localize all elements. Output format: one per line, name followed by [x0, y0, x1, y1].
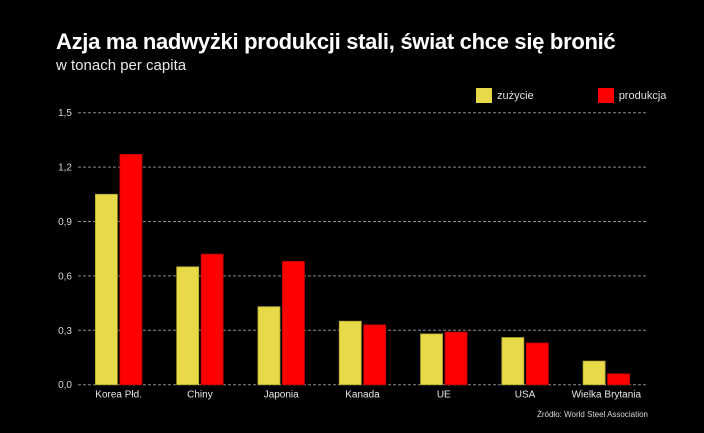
x-tick-label: UE: [437, 390, 451, 401]
y-axis-ticks: 0,0 0,3 0,6 0,9 1,2 1,5: [58, 108, 72, 391]
legend: zużycie produkcja: [476, 88, 682, 103]
legend-swatch-zuzycie: [476, 88, 492, 103]
y-tick-label: 0,6: [58, 271, 72, 282]
y-tick-label: 0,9: [58, 217, 72, 228]
y-tick-label: 0,3: [58, 326, 72, 337]
chart-subtitle: w tonach per capita: [56, 57, 187, 74]
bar-zuzycie: [338, 320, 362, 386]
bars: [94, 154, 631, 386]
y-tick-label: 1,5: [58, 108, 72, 119]
x-tick-label: Japonia: [264, 390, 299, 401]
legend-item-produkcja: produkcja: [597, 88, 667, 103]
legend-item-zuzycie: zużycie: [476, 88, 534, 103]
bar-zuzycie: [257, 306, 281, 386]
source-note: Źródło: World Steel Association: [536, 410, 648, 419]
x-tick-label: Korea Płd.: [95, 390, 142, 401]
bar-produkcja: [607, 373, 631, 386]
bar-zuzycie: [582, 360, 606, 386]
bar-zuzycie: [420, 333, 443, 386]
x-tick-label: Wielka Brytania: [572, 390, 642, 401]
gridlines: [78, 112, 647, 386]
x-axis-labels: Korea Płd. Chiny Japonia Kanada UE USA Wielka …: [95, 390, 641, 401]
x-tick-label: Chiny: [187, 390, 213, 401]
chart-title: Azja ma nadwyżki produkcji stali, świat …: [56, 29, 616, 54]
legend-swatch-produkcja: [597, 88, 614, 103]
bar-produkcja: [282, 260, 305, 386]
x-tick-label: Kanada: [345, 390, 380, 401]
legend-label-produkcja: produkcja: [618, 89, 667, 102]
y-tick-label: 1,2: [58, 163, 72, 174]
x-tick-label: USA: [515, 390, 536, 401]
bar-produkcja: [444, 331, 468, 386]
bar-zuzycie: [176, 266, 200, 386]
bar-produkcja: [119, 154, 143, 386]
bar-zuzycie: [501, 337, 525, 386]
bar-produkcja: [200, 253, 224, 386]
bar-zuzycie: [94, 193, 118, 386]
legend-label-zuzycie: zużycie: [497, 89, 534, 102]
bar-produkcja: [525, 342, 549, 386]
bar-produkcja: [363, 324, 387, 386]
y-tick-label: 0,0: [58, 380, 72, 391]
